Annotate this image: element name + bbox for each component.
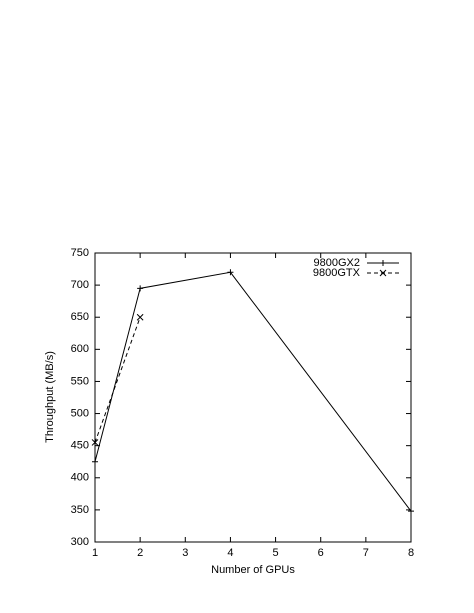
x-tick-label: 3 (182, 547, 188, 559)
x-tick-label: 1 (92, 547, 98, 559)
x-tick-label: 8 (408, 547, 414, 559)
x-axis-label: Number of GPUs (211, 564, 295, 576)
legend-marker (379, 269, 387, 277)
legend-marker (380, 260, 386, 266)
point-marker (408, 508, 414, 515)
legend-label: 9800GTX (313, 267, 361, 279)
x-tick-label: 4 (227, 547, 233, 559)
point-marker (91, 439, 99, 446)
y-tick-label: 400 (71, 472, 89, 484)
point-marker (92, 458, 98, 465)
series-line (94, 271, 412, 512)
x-tick-label: 6 (318, 547, 324, 559)
y-tick-label: 600 (71, 343, 89, 355)
point-marker (137, 285, 144, 292)
y-tick-label: 350 (71, 504, 89, 516)
plot-frame (94, 252, 412, 543)
y-tick-label: 700 (71, 279, 89, 291)
legend-label: 9800GX2 (314, 257, 360, 269)
y-tick-label: 750 (71, 247, 89, 259)
y-axis-label: Throughput (MB/s) (44, 351, 56, 443)
x-tick-label: 5 (273, 547, 279, 559)
point-marker (136, 313, 144, 321)
x-tick-label: 7 (363, 547, 369, 559)
point-marker (227, 269, 234, 276)
y-tick-label: 650 (71, 311, 89, 323)
y-tick-label: 300 (71, 536, 89, 548)
x-tick-label: 2 (137, 547, 143, 559)
y-tick-label: 500 (71, 407, 89, 419)
y-tick-label: 550 (71, 375, 89, 387)
y-tick-label: 450 (71, 440, 89, 452)
series-line (94, 317, 141, 443)
